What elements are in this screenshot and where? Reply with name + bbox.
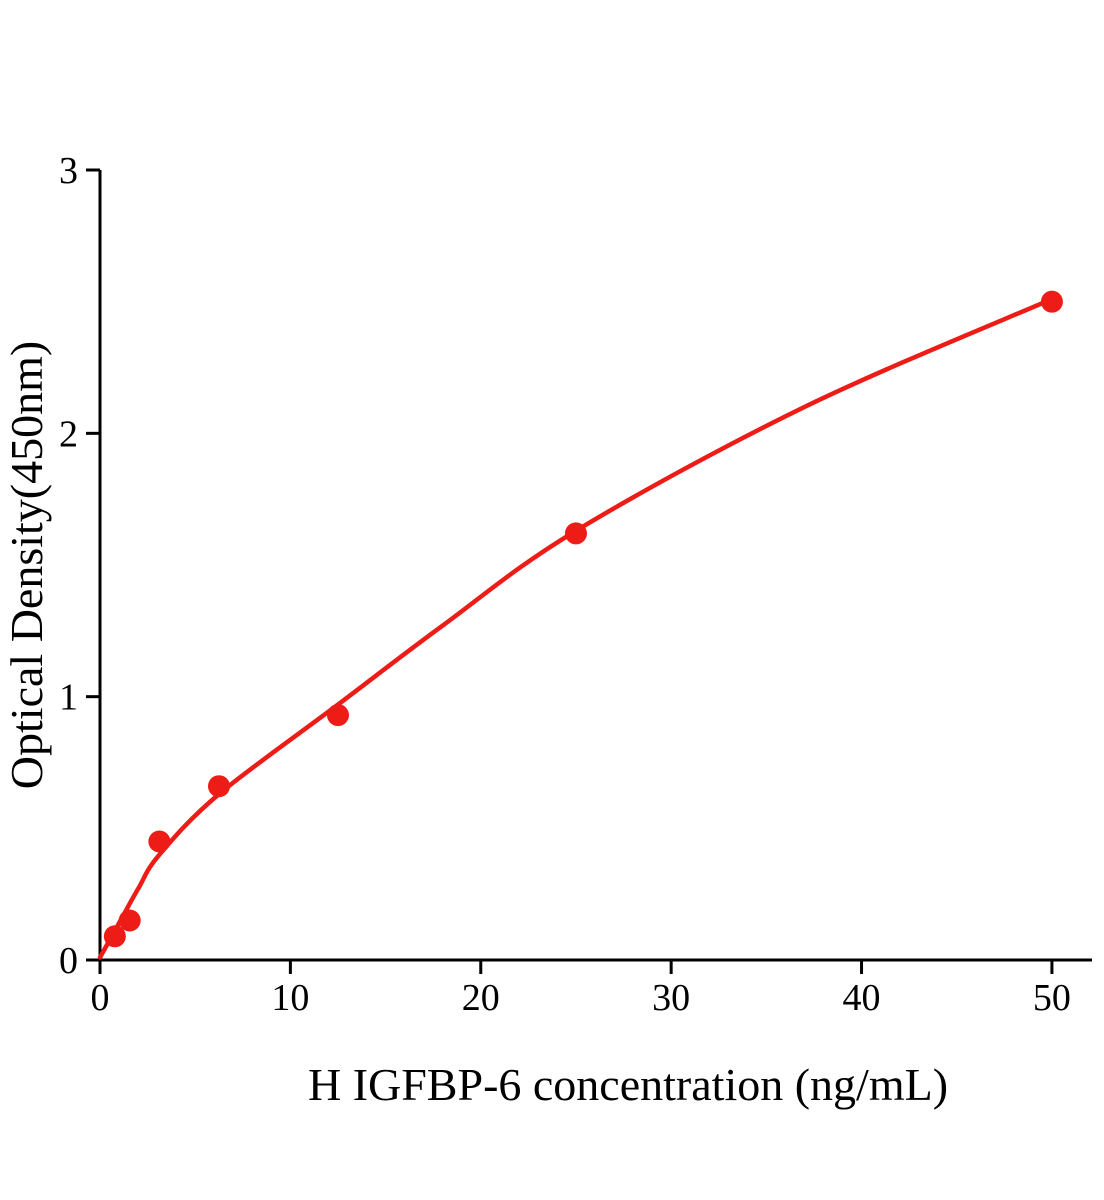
- data-point: [148, 830, 171, 853]
- data-point: [103, 925, 126, 948]
- x-tick-label: 30: [652, 977, 690, 1019]
- x-axis-label: H IGFBP-6 concentration (ng/mL): [308, 1059, 948, 1110]
- y-tick-label: 3: [59, 150, 78, 192]
- x-tick-label: 10: [271, 977, 309, 1019]
- x-tick-label: 40: [843, 977, 881, 1019]
- plot-layer: 0 10 20 30 40 50 0 1 2 3: [59, 150, 1092, 1019]
- y-tick-label: 1: [59, 677, 78, 719]
- data-point: [118, 909, 141, 932]
- x-tick-label: 0: [91, 977, 110, 1019]
- data-point: [1040, 290, 1063, 313]
- fit-curve: [97, 296, 1055, 960]
- data-point: [326, 704, 349, 727]
- x-tick-label: 20: [462, 977, 500, 1019]
- y-tick-label: 2: [59, 413, 78, 455]
- data-point: [207, 775, 230, 798]
- y-axis-label: Optical Density(450nm): [1, 341, 52, 789]
- x-tick-label: 50: [1033, 977, 1071, 1019]
- y-tick-label: 0: [59, 940, 78, 982]
- data-point: [564, 522, 587, 545]
